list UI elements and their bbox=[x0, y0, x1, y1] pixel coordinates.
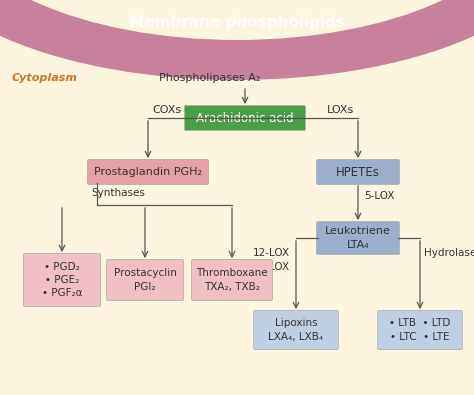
Text: 12-LOX
15-LOX: 12-LOX 15-LOX bbox=[253, 248, 290, 272]
Text: HPETEs: HPETEs bbox=[336, 166, 380, 179]
FancyBboxPatch shape bbox=[377, 310, 463, 350]
Text: • PGD₂
• PGE₂
• PGF₂α: • PGD₂ • PGE₂ • PGF₂α bbox=[42, 262, 82, 298]
FancyBboxPatch shape bbox=[88, 160, 209, 184]
Text: Leukotriene
LTA₄: Leukotriene LTA₄ bbox=[325, 226, 391, 250]
FancyBboxPatch shape bbox=[317, 222, 400, 254]
Text: Membrane phospholipids: Membrane phospholipids bbox=[129, 15, 345, 30]
Text: LOXs: LOXs bbox=[327, 105, 354, 115]
FancyBboxPatch shape bbox=[107, 260, 183, 301]
Text: Prostacyclin
PGI₂: Prostacyclin PGI₂ bbox=[114, 268, 176, 292]
Text: Hydrolases: Hydrolases bbox=[424, 248, 474, 258]
Text: Phospholipases A₂: Phospholipases A₂ bbox=[159, 73, 261, 83]
FancyBboxPatch shape bbox=[191, 260, 273, 301]
FancyBboxPatch shape bbox=[184, 105, 306, 130]
Text: • LTB  • LTD
• LTC  • LTE: • LTB • LTD • LTC • LTE bbox=[389, 318, 451, 342]
Text: Prostaglandin PGH₂: Prostaglandin PGH₂ bbox=[94, 167, 202, 177]
Text: Synthases: Synthases bbox=[91, 188, 145, 198]
Text: Thromboxane
TXA₂, TXB₂: Thromboxane TXA₂, TXB₂ bbox=[196, 268, 268, 292]
FancyBboxPatch shape bbox=[254, 310, 338, 350]
Text: Arachidonic acid: Arachidonic acid bbox=[196, 111, 294, 124]
Text: Lipoxins
LXA₄, LXB₄: Lipoxins LXA₄, LXB₄ bbox=[268, 318, 324, 342]
Ellipse shape bbox=[0, 0, 474, 40]
FancyBboxPatch shape bbox=[317, 160, 400, 184]
Text: 5-LOX: 5-LOX bbox=[364, 191, 394, 201]
Text: COXs: COXs bbox=[152, 105, 181, 115]
FancyBboxPatch shape bbox=[24, 254, 100, 307]
Ellipse shape bbox=[0, 0, 474, 80]
Text: Cytoplasm: Cytoplasm bbox=[12, 73, 78, 83]
